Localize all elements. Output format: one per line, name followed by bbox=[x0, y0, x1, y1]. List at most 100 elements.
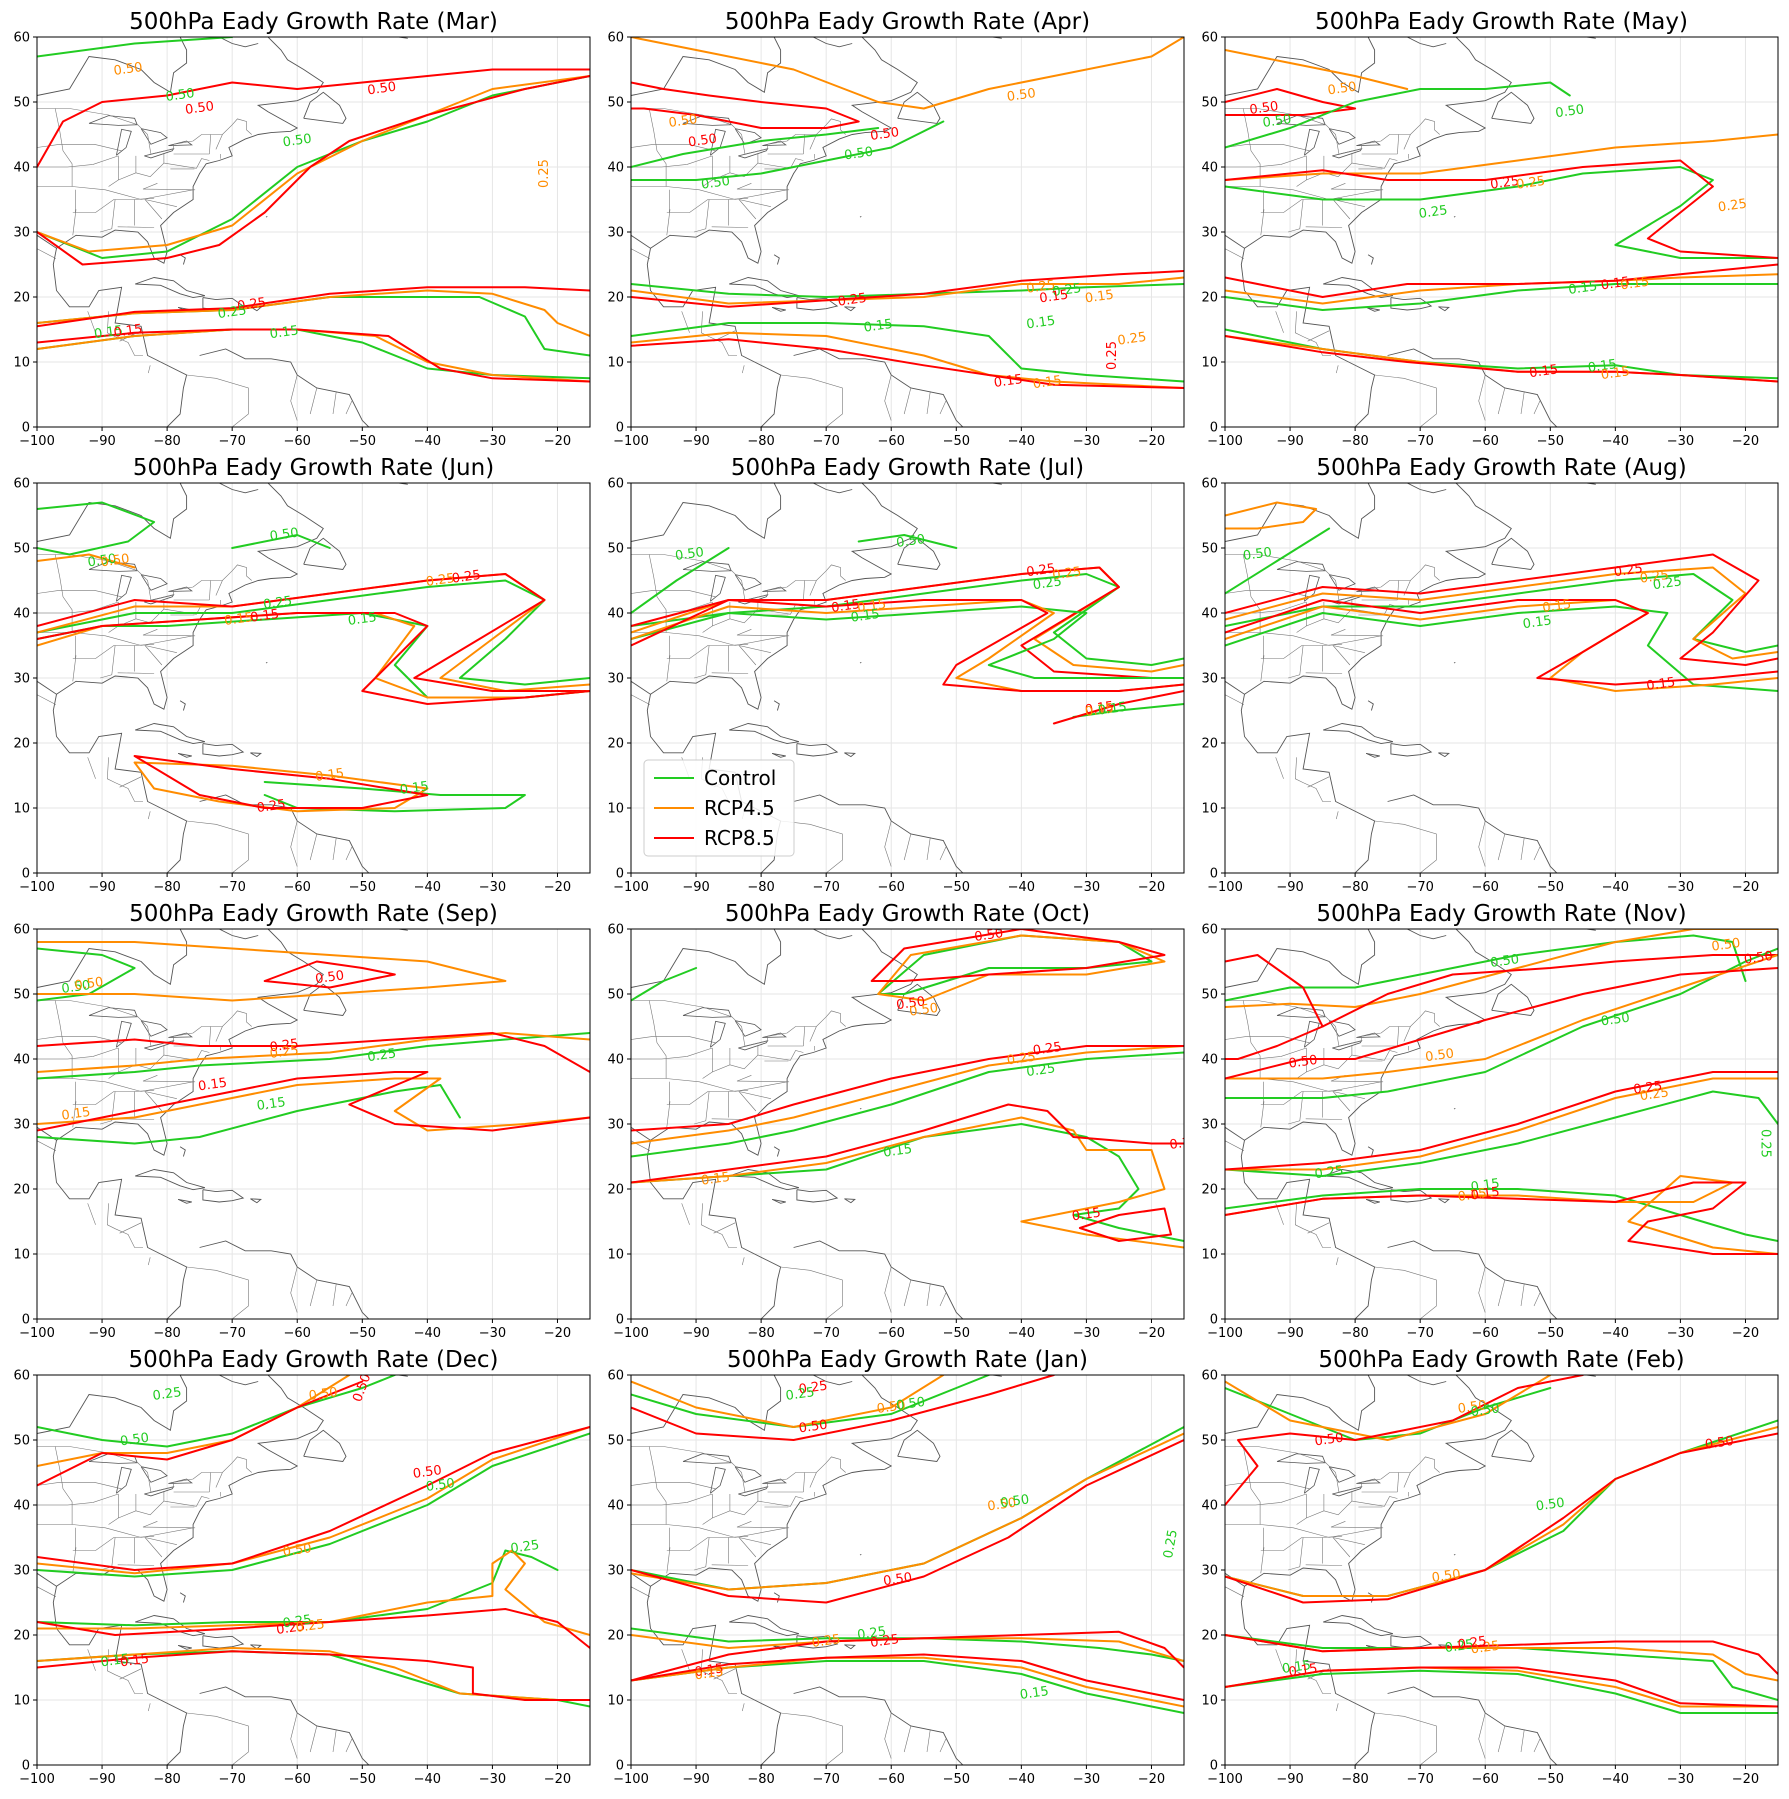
contour-rcp85-0.25 bbox=[37, 1032, 590, 1073]
border-line bbox=[666, 209, 671, 236]
border-line bbox=[1225, 186, 1382, 200]
coastline bbox=[773, 1592, 780, 1603]
y-tick-label: 20 bbox=[13, 291, 30, 306]
x-tick-label: −100 bbox=[19, 880, 55, 895]
border-line bbox=[144, 1537, 177, 1558]
coastline bbox=[1438, 1198, 1450, 1204]
panel-title: 500hPa Eady Growth Rate (Sep) bbox=[129, 901, 498, 927]
x-tick-label: −30 bbox=[1667, 434, 1694, 449]
coastline bbox=[773, 254, 780, 265]
x-tick-label: −80 bbox=[1341, 1326, 1368, 1341]
contour-label: 0.25 bbox=[1006, 1050, 1037, 1069]
coastline bbox=[1453, 1553, 1456, 1556]
contours bbox=[631, 929, 1184, 1249]
border-line bbox=[702, 154, 759, 187]
border-line bbox=[148, 1257, 151, 1266]
contour-label: 0.50 bbox=[1262, 112, 1293, 131]
y-tick-label: 60 bbox=[1201, 31, 1218, 46]
contour-label: 0.25 bbox=[1515, 174, 1546, 193]
coastline bbox=[56, 1375, 324, 1602]
y-tick-label: 30 bbox=[1201, 226, 1218, 241]
x-tick-label: −90 bbox=[88, 1326, 115, 1341]
border-line bbox=[215, 1026, 223, 1042]
contour-rcp45-0.25 bbox=[631, 1045, 1184, 1145]
y-tick-label: 0 bbox=[1210, 421, 1218, 436]
basemap bbox=[1225, 37, 1596, 427]
contour-labels: 0.25 0.50 0.500.500.500.500.50 0.250.250.25… bbox=[100, 1375, 541, 1670]
x-tick-label: −20 bbox=[1138, 1326, 1165, 1341]
border-line bbox=[1225, 601, 1307, 614]
border-line bbox=[1294, 757, 1331, 802]
y-tick-label: 40 bbox=[607, 1053, 624, 1068]
x-tick-label: −70 bbox=[218, 1326, 245, 1341]
border-line bbox=[309, 387, 318, 415]
x-tick-label: −50 bbox=[349, 434, 376, 449]
y-tick-label: 50 bbox=[607, 96, 624, 111]
border-line bbox=[939, 1738, 947, 1753]
lake-outline bbox=[140, 1466, 168, 1483]
border-line bbox=[803, 1472, 805, 1493]
border-line bbox=[119, 1222, 142, 1234]
border-line bbox=[37, 1140, 57, 1151]
border-line bbox=[809, 1472, 817, 1488]
border-line bbox=[108, 154, 165, 187]
contour-label: 0.25 bbox=[1052, 565, 1083, 584]
y-tick-label: 60 bbox=[13, 477, 30, 492]
x-tick-label: −90 bbox=[1276, 434, 1303, 449]
panel-title: 500hPa Eady Growth Rate (Oct) bbox=[725, 901, 1090, 927]
contour-rcp45-0.15 bbox=[37, 1077, 590, 1132]
border-line bbox=[631, 590, 716, 598]
panel-title: 500hPa Eady Growth Rate (Mar) bbox=[129, 9, 498, 35]
contour-label: 0.15 bbox=[93, 323, 124, 342]
coastline bbox=[650, 37, 918, 264]
contour-label: 0.25 bbox=[537, 159, 552, 188]
coastline bbox=[265, 216, 268, 218]
contour-label: 0.15 bbox=[1587, 357, 1618, 376]
border-line bbox=[700, 1649, 737, 1694]
contour-label: 0.15 bbox=[269, 323, 300, 342]
contour-label: 0.50 bbox=[973, 926, 1004, 945]
contour-label: 0.50 bbox=[1006, 86, 1037, 105]
border-line bbox=[1305, 226, 1343, 228]
contour-label: 0.25 bbox=[510, 1538, 541, 1557]
border-line bbox=[681, 1203, 690, 1225]
contour-label: 0.50 bbox=[700, 174, 731, 193]
coastline bbox=[844, 1198, 856, 1204]
border-line bbox=[106, 1649, 143, 1694]
x-tick-label: −60 bbox=[878, 1326, 905, 1341]
y-tick-label: 10 bbox=[13, 356, 30, 371]
contour-rcp85-0.25 bbox=[631, 566, 1184, 679]
coastline bbox=[1438, 752, 1450, 758]
y-tick-label: 20 bbox=[1201, 737, 1218, 752]
y-tick-label: 10 bbox=[1201, 356, 1218, 371]
contour-control-0.5 bbox=[1225, 1387, 1552, 1441]
contour-label: 0.15 bbox=[1032, 373, 1063, 392]
legend-box bbox=[643, 759, 795, 857]
coastline bbox=[1366, 1198, 1380, 1204]
coastline bbox=[1225, 483, 1376, 542]
x-tick-label: −90 bbox=[1276, 1772, 1303, 1787]
border-line bbox=[1296, 600, 1353, 633]
panel-title: 500hPa Eady Growth Rate (Jan) bbox=[727, 1347, 1088, 1373]
contour-label: 0.15 bbox=[61, 1105, 92, 1124]
contour-rcp85-0.25 bbox=[1225, 159, 1778, 259]
contour-rcp45-0.5 bbox=[1225, 501, 1318, 530]
contour-label: 0.15 bbox=[1288, 1661, 1319, 1680]
contour-label: 0.25 bbox=[1613, 561, 1644, 580]
x-tick-label: −80 bbox=[747, 434, 774, 449]
border-line bbox=[1351, 1496, 1398, 1507]
x-tick-label: −30 bbox=[1667, 1772, 1694, 1787]
contour-rcp85-0.25 bbox=[1225, 553, 1778, 666]
border-line bbox=[215, 134, 223, 150]
contour-label: 0.25 bbox=[1025, 278, 1056, 297]
x-tick-label: −90 bbox=[682, 880, 709, 895]
contour-label: 0.50 bbox=[668, 112, 699, 131]
border-line bbox=[666, 655, 671, 682]
contour-label: 0.15 bbox=[1470, 1176, 1501, 1195]
coastline bbox=[1323, 1169, 1394, 1191]
x-tick-label: −50 bbox=[1537, 434, 1564, 449]
contour-label: 0.15 bbox=[863, 317, 894, 336]
contour-control-0.5 bbox=[37, 1432, 590, 1578]
border-line bbox=[939, 846, 947, 861]
contours bbox=[37, 941, 590, 1145]
